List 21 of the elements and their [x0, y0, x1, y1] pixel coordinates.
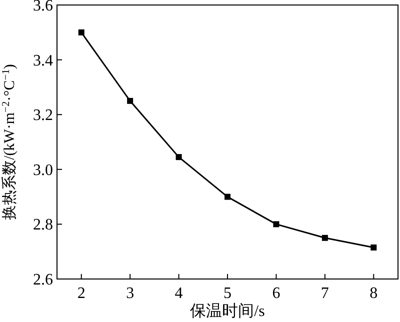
- x-tick-label: 8: [370, 285, 378, 302]
- x-tick-label: 5: [224, 285, 232, 302]
- x-tick-label: 7: [320, 285, 329, 302]
- point: [273, 221, 280, 228]
- x-tick-label: 3: [126, 285, 134, 302]
- x-axis-title: 保温时间/s: [190, 302, 265, 320]
- point: [176, 154, 182, 160]
- y-tick-label: 3.0: [33, 162, 53, 179]
- x-tick-label: 4: [174, 285, 183, 302]
- point: [127, 98, 134, 104]
- x-tick-label: 2: [77, 285, 86, 302]
- point: [322, 234, 328, 241]
- point: [370, 244, 377, 250]
- point: [78, 29, 84, 36]
- y-tick-label: 3.6: [33, 0, 53, 14]
- y-tick-label: 2.6: [33, 272, 53, 288]
- y-tick-label: 3.2: [33, 107, 53, 124]
- y-tick-label: 2.8: [33, 216, 53, 234]
- point: [224, 194, 230, 200]
- y-tick-label: 3.4: [33, 52, 53, 70]
- x-tick-label: 6: [272, 285, 280, 302]
